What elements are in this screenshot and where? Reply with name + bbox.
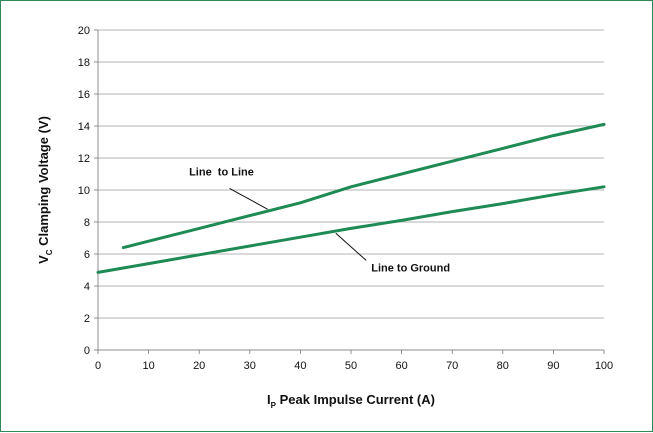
gridlines	[98, 29, 604, 319]
y-axis-title-sub: C	[45, 249, 54, 255]
x-tick-label: 100	[595, 360, 613, 372]
x-axis-ticks: 0 10 20 30 40 50 60 70 80 90 100	[95, 350, 613, 372]
series-lines	[96, 122, 606, 274]
y-tick-label: 14	[78, 121, 90, 133]
y-tick-label: 16	[78, 89, 90, 101]
x-tick-label: 10	[142, 360, 154, 372]
x-axis-title: IP Peak Impulse Current (A)	[267, 392, 435, 410]
y-tick-label: 8	[84, 217, 90, 229]
y-tick-label: 4	[84, 281, 90, 293]
x-tick-label: 30	[244, 360, 256, 372]
x-tick-label: 0	[95, 360, 101, 372]
y-tick-label: 20	[78, 25, 90, 37]
x-axis-title-rest: Peak Impulse Current (A)	[276, 392, 435, 407]
x-tick-label: 40	[294, 360, 306, 372]
x-axis-title-sub: P	[271, 401, 277, 410]
y-tick-label: 6	[84, 249, 90, 261]
series-label-line-to-line: Line to Line	[189, 167, 254, 179]
y-tick-label: 10	[78, 185, 90, 197]
y-tick-label: 2	[84, 313, 90, 325]
x-tick-label: 50	[345, 360, 357, 372]
x-tick-label: 60	[395, 360, 407, 372]
y-axis-title-rest: Clamping Voltage (V)	[36, 116, 51, 249]
series-line-1	[96, 185, 606, 274]
series-label-leader-line-to-ground	[335, 232, 367, 261]
x-axis-title-main: I	[267, 392, 271, 407]
series-label-line-to-ground: Line to Ground	[371, 263, 450, 275]
y-axis-title: VC Clamping Voltage (V)	[36, 116, 54, 264]
y-axis-ticks: 0 2 4 6 8 10 12 14 16 18 20	[78, 25, 98, 357]
x-tick-label: 80	[497, 360, 509, 372]
y-tick-label: 18	[78, 57, 90, 69]
y-tick-label: 12	[78, 153, 90, 165]
series-label-leader-line-to-line	[229, 187, 268, 210]
y-tick-label: 0	[84, 345, 90, 357]
x-tick-label: 20	[193, 360, 205, 372]
x-tick-label: 70	[446, 360, 458, 372]
x-tick-label: 90	[547, 360, 559, 372]
series-line-0	[121, 122, 606, 250]
y-axis-title-main: V	[36, 255, 51, 264]
